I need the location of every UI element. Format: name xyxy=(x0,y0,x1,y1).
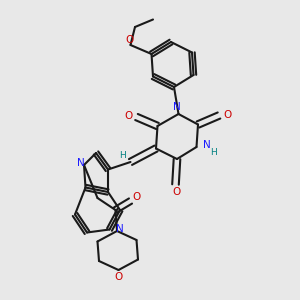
Text: O: O xyxy=(114,272,123,282)
Text: N: N xyxy=(76,158,84,169)
Text: O: O xyxy=(132,191,141,202)
Text: H: H xyxy=(120,152,126,160)
Text: O: O xyxy=(172,187,181,197)
Text: N: N xyxy=(202,140,210,151)
Text: O: O xyxy=(124,111,133,121)
Text: O: O xyxy=(223,110,231,120)
Text: N: N xyxy=(173,102,181,112)
Text: H: H xyxy=(211,148,217,157)
Text: O: O xyxy=(125,34,133,45)
Text: N: N xyxy=(116,224,124,235)
